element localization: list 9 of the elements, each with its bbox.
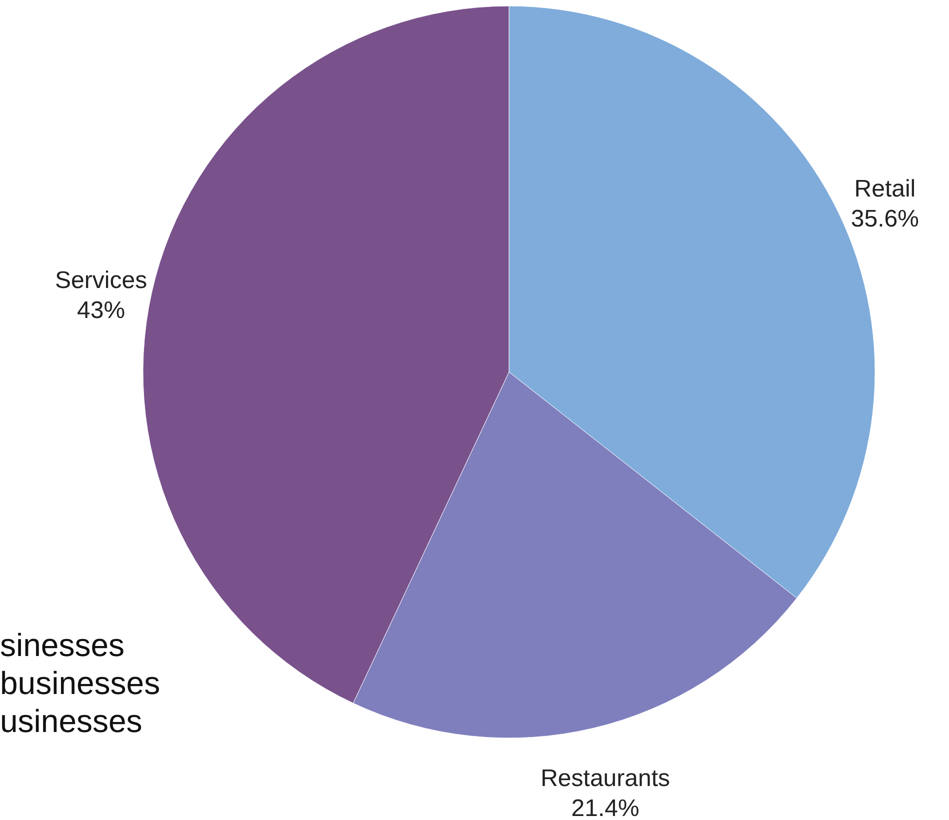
data-label: 35.6% bbox=[850, 205, 919, 232]
data-label: 21.4% bbox=[571, 794, 640, 820]
slice-label: Services bbox=[55, 266, 148, 294]
text: businesses bbox=[0, 665, 160, 701]
slice-label: Restaurants bbox=[540, 764, 670, 792]
slice-label: Retail bbox=[854, 175, 916, 202]
text: usinesses bbox=[0, 703, 142, 739]
text: sinesses bbox=[0, 627, 124, 663]
data-label: 43% bbox=[77, 296, 126, 324]
